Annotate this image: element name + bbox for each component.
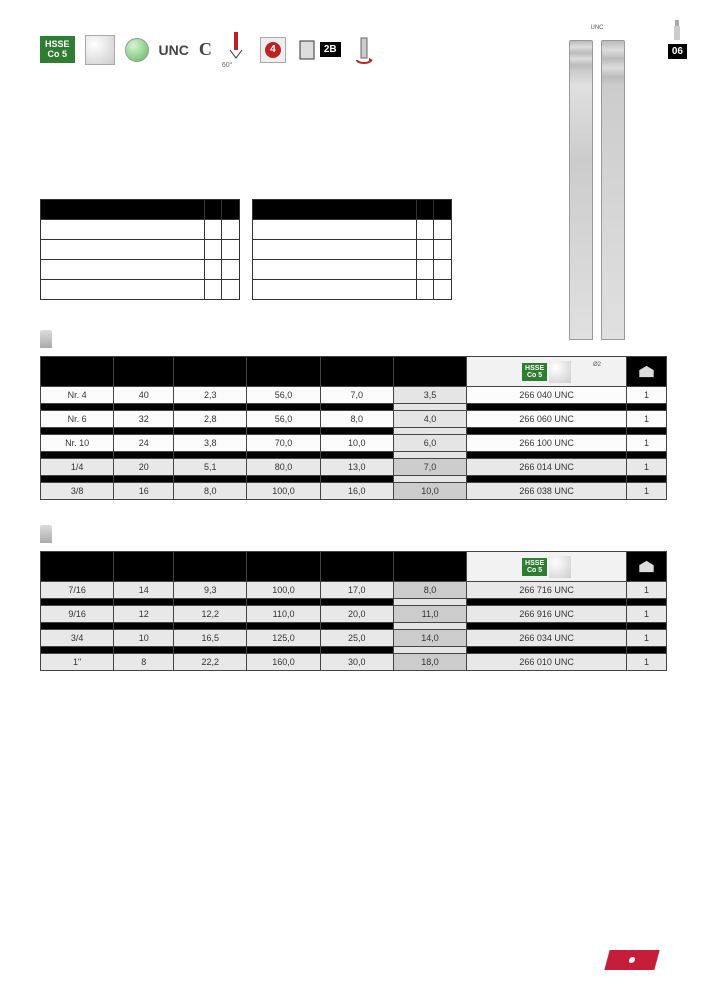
pack-header	[627, 357, 667, 387]
product-code: 266 100 UNC	[467, 435, 627, 452]
table-row	[41, 452, 667, 459]
col-header	[114, 357, 174, 387]
pack-header	[627, 552, 667, 582]
product-code: 266 034 UNC	[467, 630, 627, 647]
product-code: 266 040 UNC	[467, 387, 627, 404]
page-number: 06	[668, 44, 687, 59]
table-row: 9/161212,2110,020,011,0266 916 UNC1	[41, 606, 667, 623]
col-header	[393, 552, 466, 582]
table-row: 3/41016,5125,025,014,0266 034 UNC1	[41, 630, 667, 647]
table-row	[41, 476, 667, 483]
product-header: HSSECo 5	[467, 357, 627, 387]
section-marker-2	[40, 525, 667, 543]
brand-logo	[607, 950, 657, 970]
table-row: Nr. 6322,856,08,04,0266 060 UNC1	[41, 411, 667, 428]
flute-count: 4	[265, 42, 281, 58]
page-corner: 06	[668, 20, 687, 59]
product-code: 266 010 UNC	[467, 654, 627, 671]
table-row: 3/8168,0100,016,010,0266 038 UNC1	[41, 483, 667, 500]
col-header	[41, 357, 114, 387]
col-header	[41, 552, 114, 582]
tolerance-icon: 2B	[296, 37, 341, 63]
col-header	[247, 357, 320, 387]
table-row: Nr. 10243,870,010,06,0266 100 UNC1	[41, 435, 667, 452]
product-code: 266 716 UNC	[467, 582, 627, 599]
product-header: HSSECo 5	[467, 552, 627, 582]
spiral-icon	[351, 34, 377, 66]
product-code	[467, 647, 627, 654]
table-row: Nr. 4402,356,07,03,5266 040 UNC1	[41, 387, 667, 404]
tool-image-1	[569, 40, 593, 340]
table-row	[41, 599, 667, 606]
tolerance-2b: 2B	[320, 42, 341, 57]
hsse-l2: Co 5	[45, 50, 70, 60]
tool-illustration: UNC Ø2	[547, 40, 647, 350]
product-code	[467, 452, 627, 459]
table-row	[41, 428, 667, 435]
data-table-2: HSSECo 57/16149,3100,017,08,0266 716 UNC…	[40, 551, 667, 671]
table-row	[41, 647, 667, 654]
dim-d2: Ø2	[593, 362, 601, 368]
product-code: 266 014 UNC	[467, 459, 627, 476]
col-header	[320, 552, 393, 582]
table-row: 1"822,2160,030,018,0266 010 UNC1	[41, 654, 667, 671]
tap-icon	[670, 20, 684, 40]
table-row	[41, 623, 667, 630]
product-code	[467, 476, 627, 483]
thread-angle-icon: 60°	[222, 30, 250, 69]
tap-section-icon	[40, 525, 52, 543]
col-header	[247, 552, 320, 582]
col-header	[320, 357, 393, 387]
tap-section-icon	[40, 330, 52, 348]
form-c-label: C	[199, 39, 212, 60]
tool-image-2	[601, 40, 625, 340]
product-code	[467, 623, 627, 630]
table-row	[41, 404, 667, 411]
col-header	[174, 552, 247, 582]
product-code	[467, 404, 627, 411]
material-table-a	[40, 199, 240, 300]
table-row: 7/16149,3100,017,08,0266 716 UNC1	[41, 582, 667, 599]
table-row: 1/4205,180,013,07,0266 014 UNC1	[41, 459, 667, 476]
angle-text: 60°	[222, 62, 250, 69]
blank-material-icon	[85, 35, 115, 65]
data-table-1: HSSECo 5Nr. 4402,356,07,03,5266 040 UNC1…	[40, 356, 667, 500]
col-header	[114, 552, 174, 582]
hsse-badge: HSSE Co 5	[40, 36, 75, 64]
product-code: 266 038 UNC	[467, 483, 627, 500]
unc-label: UNC	[159, 42, 189, 58]
flute-count-icon: 4	[260, 37, 286, 63]
col-header	[174, 357, 247, 387]
product-code: 266 060 UNC	[467, 411, 627, 428]
product-code	[467, 599, 627, 606]
col-header	[393, 357, 466, 387]
green-circle-icon	[125, 38, 149, 62]
dim-unc: UNC	[591, 25, 604, 31]
product-code: 266 916 UNC	[467, 606, 627, 623]
product-code	[467, 428, 627, 435]
material-table-b	[252, 199, 452, 300]
